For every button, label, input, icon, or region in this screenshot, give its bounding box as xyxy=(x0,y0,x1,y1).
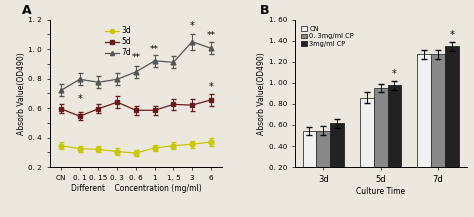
Bar xyxy=(445,46,459,188)
Text: B: B xyxy=(260,4,270,17)
Text: *: * xyxy=(209,82,213,92)
Text: A: A xyxy=(22,4,32,17)
Bar xyxy=(431,54,445,188)
Bar xyxy=(360,97,374,188)
Legend: CN, 0. 3mg/ml CP, 3mg/ml CP: CN, 0. 3mg/ml CP, 3mg/ml CP xyxy=(298,23,356,49)
Text: *: * xyxy=(392,69,397,79)
Bar xyxy=(388,85,401,188)
Text: **: ** xyxy=(150,45,159,54)
X-axis label: Culture Time: Culture Time xyxy=(356,186,405,196)
Text: *: * xyxy=(190,21,194,31)
Bar xyxy=(418,54,431,188)
Bar xyxy=(374,88,388,188)
Text: **: ** xyxy=(206,31,215,40)
Legend: 3d, 5d, 7d: 3d, 5d, 7d xyxy=(102,23,135,60)
Text: *: * xyxy=(77,94,82,104)
Y-axis label: Absorb Value(OD490): Absorb Value(OD490) xyxy=(257,52,266,135)
Bar xyxy=(302,131,316,188)
Bar xyxy=(330,123,344,188)
Bar xyxy=(316,131,330,188)
Y-axis label: Absorb Value(OD490): Absorb Value(OD490) xyxy=(17,52,26,135)
X-axis label: Different    Concentration (mg/ml): Different Concentration (mg/ml) xyxy=(71,184,201,192)
Text: **: ** xyxy=(131,53,140,62)
Text: *: * xyxy=(449,30,454,40)
